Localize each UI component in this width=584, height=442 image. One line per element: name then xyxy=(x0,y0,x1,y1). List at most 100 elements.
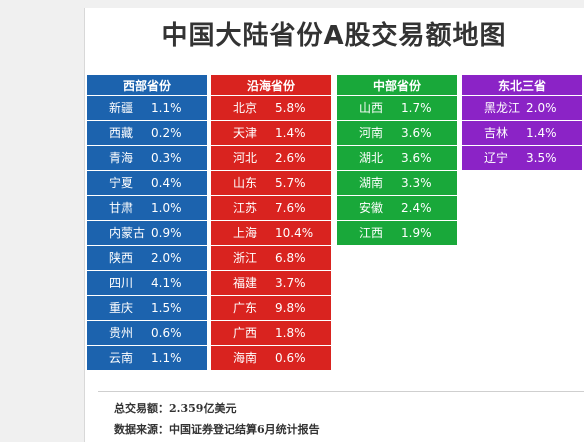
province-cell: 福建 3.7% xyxy=(210,271,332,296)
province-name: 广东 xyxy=(233,301,258,315)
province-share: 1.4% xyxy=(526,126,557,140)
province-cell: 河北 2.6% xyxy=(210,146,332,171)
province-name: 西藏 xyxy=(109,126,134,140)
province-share: 0.4% xyxy=(151,176,182,190)
region-header: 东北三省 xyxy=(461,74,583,96)
province-name: 福建 xyxy=(233,276,258,290)
province-name: 湖南 xyxy=(359,176,384,190)
province-share: 1.8% xyxy=(275,326,306,340)
province-share: 0.9% xyxy=(151,226,182,240)
page-title: 中国大陆省份A股交易额地图 xyxy=(161,21,507,51)
province-cell: 新疆 1.1% xyxy=(86,96,208,121)
province-cell: 青海 0.3% xyxy=(86,146,208,171)
province-share: 3.6% xyxy=(401,126,432,140)
province-share: 1.4% xyxy=(275,126,306,140)
province-cell: 江苏 7.6% xyxy=(210,196,332,221)
province-share: 1.7% xyxy=(401,101,432,115)
province-name: 湖北 xyxy=(359,151,384,165)
province-name: 云南 xyxy=(109,351,134,365)
province-cell: 重庆 1.5% xyxy=(86,296,208,321)
province-share: 0.6% xyxy=(275,351,306,365)
province-name: 北京 xyxy=(233,101,258,115)
province-name: 甘肃 xyxy=(109,201,134,215)
province-share: 5.7% xyxy=(275,176,306,190)
province-cell: 云南 1.1% xyxy=(86,346,208,371)
province-name: 陕西 xyxy=(109,251,134,265)
province-cell: 江西 1.9% xyxy=(336,221,458,246)
province-cell: 甘肃 1.0% xyxy=(86,196,208,221)
province-share: 3.3% xyxy=(401,176,432,190)
province-name: 海南 xyxy=(233,351,258,365)
province-name: 上海 xyxy=(233,226,258,240)
province-share: 9.8% xyxy=(275,301,306,315)
province-share: 1.5% xyxy=(151,301,182,315)
province-cell: 北京 5.8% xyxy=(210,96,332,121)
province-cell: 海南 0.6% xyxy=(210,346,332,371)
data-source-text: 数据来源：中国证券登记结算6月统计报告 xyxy=(114,423,320,436)
province-cell: 西藏 0.2% xyxy=(86,121,208,146)
total-volume-text: 总交易额：2.359亿美元 xyxy=(114,402,237,415)
province-cell: 辽宁 3.5% xyxy=(461,146,583,171)
region-column-central: 中部省份山西 1.7% 河南 3.6% 湖北 3.6% 湖南 3.3% 安徽 2.4% 江西 1.9% xyxy=(336,74,458,246)
province-name: 新疆 xyxy=(109,101,134,115)
province-name: 天津 xyxy=(233,126,258,140)
province-cell: 宁夏 0.4% xyxy=(86,171,208,196)
province-cell: 河南 3.6% xyxy=(336,121,458,146)
province-name: 青海 xyxy=(109,151,134,165)
footer-divider xyxy=(98,391,584,392)
province-share: 2.6% xyxy=(275,151,306,165)
province-share: 0.2% xyxy=(151,126,182,140)
province-share: 1.0% xyxy=(151,201,182,215)
province-share: 0.6% xyxy=(151,326,182,340)
province-share: 0.3% xyxy=(151,151,182,165)
province-name: 内蒙古 xyxy=(109,226,146,240)
province-name: 宁夏 xyxy=(109,176,134,190)
province-share: 7.6% xyxy=(275,201,306,215)
province-share: 2.4% xyxy=(401,201,432,215)
province-cell: 贵州 0.6% xyxy=(86,321,208,346)
province-cell: 山西 1.7% xyxy=(336,96,458,121)
province-cell: 黑龙江 2.0% xyxy=(461,96,583,121)
province-share: 10.4% xyxy=(275,226,314,240)
province-cell: 广东 9.8% xyxy=(210,296,332,321)
region-column-northeast: 东北三省 黑龙江 2.0% 吉林 1.4% 辽宁 3.5% xyxy=(461,74,583,171)
province-cell: 安徽 2.4% xyxy=(336,196,458,221)
province-name: 河北 xyxy=(233,151,258,165)
province-share: 1.1% xyxy=(151,351,182,365)
province-name: 吉林 xyxy=(484,126,509,140)
province-name: 安徽 xyxy=(359,201,384,215)
province-share: 1.1% xyxy=(151,101,182,115)
province-share: 3.7% xyxy=(275,276,306,290)
province-name: 山东 xyxy=(233,176,258,190)
province-cell: 湖北 3.6% xyxy=(336,146,458,171)
province-cell: 山东 5.7% xyxy=(210,171,332,196)
province-share: 1.9% xyxy=(401,226,432,240)
province-share: 3.6% xyxy=(401,151,432,165)
region-column-coastal: 沿海省份北京 5.8% 天津 1.4% 河北 2.6% 山东 5.7% 江苏 7.6% 上海 10.4… xyxy=(210,74,332,371)
province-name: 河南 xyxy=(359,126,384,140)
region-header: 西部省份 xyxy=(86,74,208,96)
province-cell: 天津 1.4% xyxy=(210,121,332,146)
province-cell: 陕西 2.0% xyxy=(86,246,208,271)
province-share: 5.8% xyxy=(275,101,306,115)
province-name: 江西 xyxy=(359,226,384,240)
province-cell: 上海 10.4% xyxy=(210,221,332,246)
province-share: 4.1% xyxy=(151,276,182,290)
province-share: 2.0% xyxy=(151,251,182,265)
province-name: 浙江 xyxy=(233,251,258,265)
region-column-west: 西部省份新疆 1.1% 西藏 0.2% 青海 0.3% 宁夏 0.4% 甘肃 1.0% 内蒙古 0.9… xyxy=(86,74,208,371)
province-name: 广西 xyxy=(233,326,258,340)
province-name: 贵州 xyxy=(109,326,134,340)
province-name: 四川 xyxy=(109,276,134,290)
province-cell: 内蒙古 0.9% xyxy=(86,221,208,246)
province-name: 山西 xyxy=(359,101,384,115)
province-name: 重庆 xyxy=(109,301,134,315)
province-cell: 四川 4.1% xyxy=(86,271,208,296)
province-share: 6.8% xyxy=(275,251,306,265)
region-header: 沿海省份 xyxy=(210,74,332,96)
province-share: 3.5% xyxy=(526,151,557,165)
province-cell: 吉林 1.4% xyxy=(461,121,583,146)
province-name: 黑龙江 xyxy=(484,101,521,115)
province-cell: 湖南 3.3% xyxy=(336,171,458,196)
region-header: 中部省份 xyxy=(336,74,458,96)
